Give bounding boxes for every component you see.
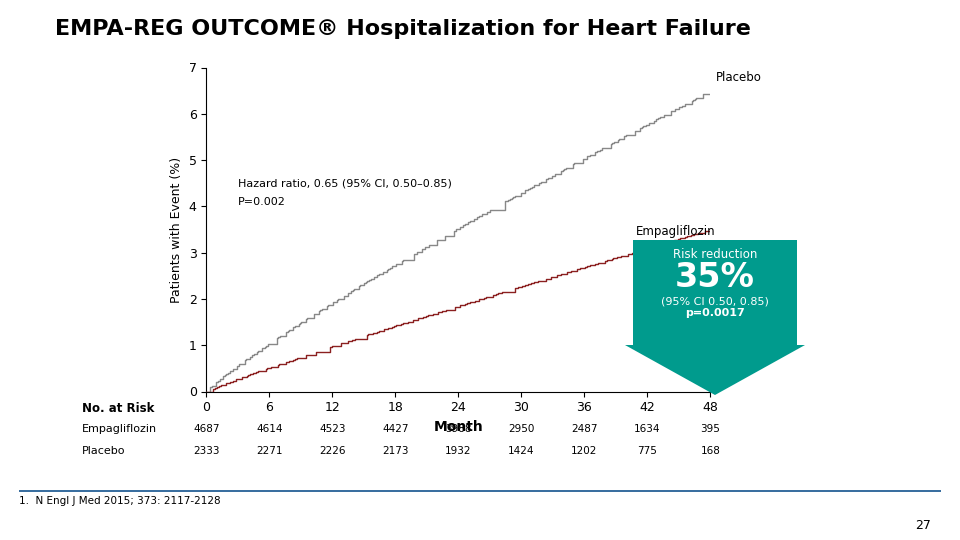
Text: 4523: 4523: [319, 424, 346, 434]
Text: 395: 395: [701, 424, 720, 434]
Text: 1424: 1424: [508, 446, 535, 456]
Text: 4614: 4614: [256, 424, 282, 434]
Text: 3988: 3988: [445, 424, 471, 434]
Text: Placebo: Placebo: [82, 446, 125, 456]
Text: 1202: 1202: [571, 446, 597, 456]
Text: EMPA-REG OUTCOME® Hospitalization for Heart Failure: EMPA-REG OUTCOME® Hospitalization for He…: [56, 19, 751, 39]
Y-axis label: Patients with Event (%): Patients with Event (%): [170, 157, 183, 302]
Text: 4427: 4427: [382, 424, 409, 434]
Text: 2950: 2950: [508, 424, 535, 434]
Text: 2271: 2271: [256, 446, 282, 456]
Text: 1634: 1634: [635, 424, 660, 434]
Text: p=0.0017: p=0.0017: [685, 308, 745, 318]
Text: 1932: 1932: [445, 446, 471, 456]
Text: 1.  N Engl J Med 2015; 373: 2117-2128: 1. N Engl J Med 2015; 373: 2117-2128: [19, 496, 221, 506]
Text: 775: 775: [637, 446, 658, 456]
Text: 2333: 2333: [193, 446, 220, 456]
Text: 2226: 2226: [319, 446, 346, 456]
Polygon shape: [625, 240, 805, 395]
Text: 27: 27: [915, 519, 931, 532]
Text: Hazard ratio, 0.65 (95% CI, 0.50–0.85): Hazard ratio, 0.65 (95% CI, 0.50–0.85): [238, 179, 452, 188]
Text: P=0.002: P=0.002: [238, 197, 286, 207]
Text: 2487: 2487: [571, 424, 598, 434]
Text: 168: 168: [701, 446, 720, 456]
Text: No. at Risk: No. at Risk: [82, 402, 154, 415]
Text: Placebo: Placebo: [715, 71, 761, 84]
X-axis label: Month: Month: [434, 420, 483, 434]
Text: (95% CI 0.50, 0.85): (95% CI 0.50, 0.85): [661, 296, 769, 306]
Text: 4687: 4687: [193, 424, 220, 434]
Text: Empagliflozin: Empagliflozin: [82, 424, 156, 434]
Text: 35%: 35%: [675, 261, 755, 294]
Text: Empagliflozin: Empagliflozin: [636, 225, 715, 238]
Text: Risk reduction: Risk reduction: [673, 248, 757, 261]
Text: 2173: 2173: [382, 446, 409, 456]
